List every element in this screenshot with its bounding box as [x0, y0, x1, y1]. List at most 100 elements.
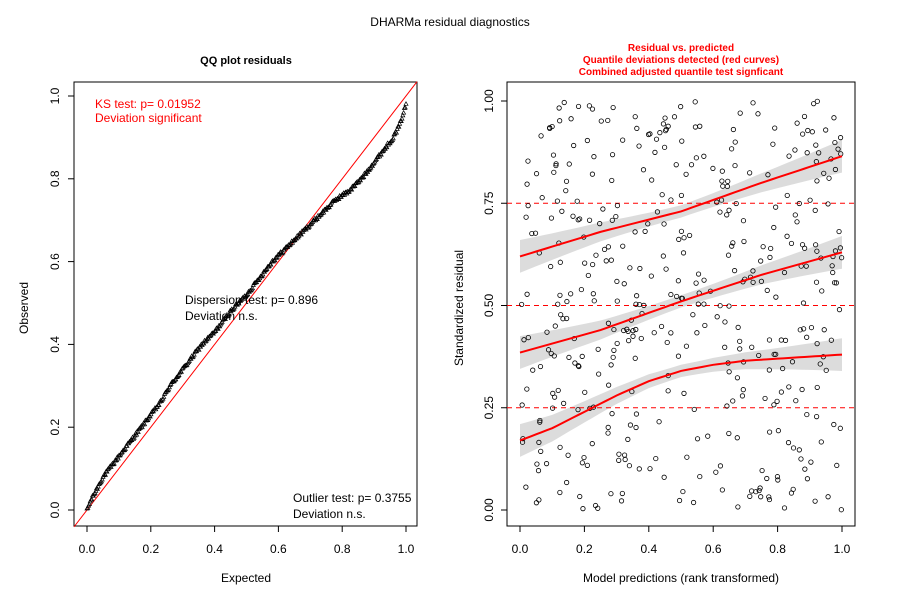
residual-point	[836, 307, 843, 313]
residual-point	[837, 135, 844, 141]
residual-point	[605, 244, 611, 250]
residual-x-tick-label: 0.8	[769, 542, 786, 556]
qq-point	[314, 216, 320, 221]
residual-point	[568, 291, 574, 297]
qq-y-axis: 0.0 0.2 0.4 0.6 0.8 1.0	[48, 87, 74, 518]
residual-point	[662, 128, 669, 134]
residual-point	[684, 454, 690, 460]
qq-point	[111, 460, 117, 466]
residual-point	[766, 494, 772, 500]
residual-point	[606, 382, 612, 388]
residual-point	[681, 390, 687, 396]
residual-point	[729, 146, 735, 152]
residual-point	[563, 188, 569, 194]
residual-y-label: Standardized residual	[452, 250, 466, 366]
residual-point	[693, 280, 699, 286]
qq-point	[115, 455, 121, 461]
residual-point	[619, 490, 625, 497]
dispersion-test-text: Dispersion test: p= 0.896	[185, 293, 318, 307]
residual-point	[605, 430, 611, 436]
residual-point	[714, 199, 720, 205]
qq-point	[361, 174, 367, 180]
residual-point	[586, 217, 593, 223]
residual-point	[589, 171, 596, 177]
qq-point	[147, 413, 153, 419]
qq-point	[390, 135, 396, 141]
residual-title-line-3: Combined adjusted quantile test signfica…	[579, 67, 784, 78]
residual-point	[611, 347, 617, 353]
qq-point	[89, 496, 95, 502]
qq-point	[384, 144, 390, 150]
residual-point	[801, 113, 808, 120]
qq-point	[349, 186, 355, 192]
residual-point	[814, 98, 820, 104]
residual-point	[674, 293, 680, 300]
residual-point	[805, 127, 811, 134]
residual-point	[626, 338, 632, 344]
qq-point	[369, 163, 376, 168]
qq-point	[102, 472, 108, 477]
residual-point	[616, 457, 622, 463]
residual-point	[645, 221, 651, 227]
residual-point	[819, 288, 825, 294]
residual-point	[828, 337, 834, 343]
residual-point	[817, 361, 823, 367]
qq-panel: QQ plot residuals 0.0 0.2 0.4 0.6 0.8 1.0 0.0…	[17, 55, 418, 585]
residual-point	[719, 178, 725, 184]
residual-y-tick-label: 0.75	[482, 191, 496, 215]
residual-point	[557, 118, 563, 124]
residual-point	[814, 341, 820, 347]
residual-point	[575, 407, 581, 413]
residual-point	[747, 170, 753, 176]
residual-point	[535, 468, 542, 474]
qq-point	[202, 338, 208, 344]
qq-point	[260, 271, 266, 277]
residual-y-tick-label: 1.00	[482, 89, 496, 113]
residual-point	[561, 400, 567, 406]
qq-point	[192, 349, 198, 354]
residual-point	[553, 161, 559, 167]
residual-point	[808, 324, 815, 331]
residual-point	[582, 389, 588, 395]
residual-point	[688, 162, 695, 168]
residual-point	[701, 277, 707, 283]
qq-x-tick-label: 0.4	[206, 542, 223, 556]
residual-x-tick-label: 0.4	[640, 542, 657, 556]
residual-point	[603, 258, 609, 264]
residual-point	[690, 312, 696, 318]
qq-point	[133, 431, 140, 437]
residual-point	[725, 252, 732, 258]
residual-point	[838, 507, 844, 513]
residual-point	[523, 484, 529, 490]
qq-point	[141, 421, 148, 427]
residual-point	[719, 487, 725, 493]
residual-point	[680, 250, 687, 256]
residual-point	[818, 439, 824, 445]
residual-point	[661, 221, 667, 227]
residual-point	[559, 208, 565, 214]
qq-point	[355, 179, 361, 185]
residual-point	[648, 273, 654, 279]
residual-point	[564, 479, 570, 486]
qq-point	[263, 266, 269, 272]
residual-point	[557, 444, 563, 450]
residual-point	[687, 232, 693, 239]
residual-point	[798, 456, 804, 462]
residual-point	[792, 147, 798, 153]
residual-point	[758, 278, 765, 284]
residual-point	[758, 258, 764, 264]
residual-point	[614, 298, 620, 304]
residual-point	[637, 265, 643, 272]
residual-point	[833, 280, 839, 286]
residual-point	[630, 333, 636, 339]
residual-point	[773, 351, 779, 357]
residual-point	[621, 281, 627, 287]
residual-point	[524, 181, 530, 187]
qq-y-tick-label: 0.6	[48, 253, 62, 270]
qq-point	[139, 424, 145, 430]
qq-point	[226, 311, 232, 317]
qq-point	[118, 450, 124, 455]
qq-point	[249, 285, 256, 291]
residual-point	[610, 104, 616, 111]
residual-point	[543, 461, 550, 467]
